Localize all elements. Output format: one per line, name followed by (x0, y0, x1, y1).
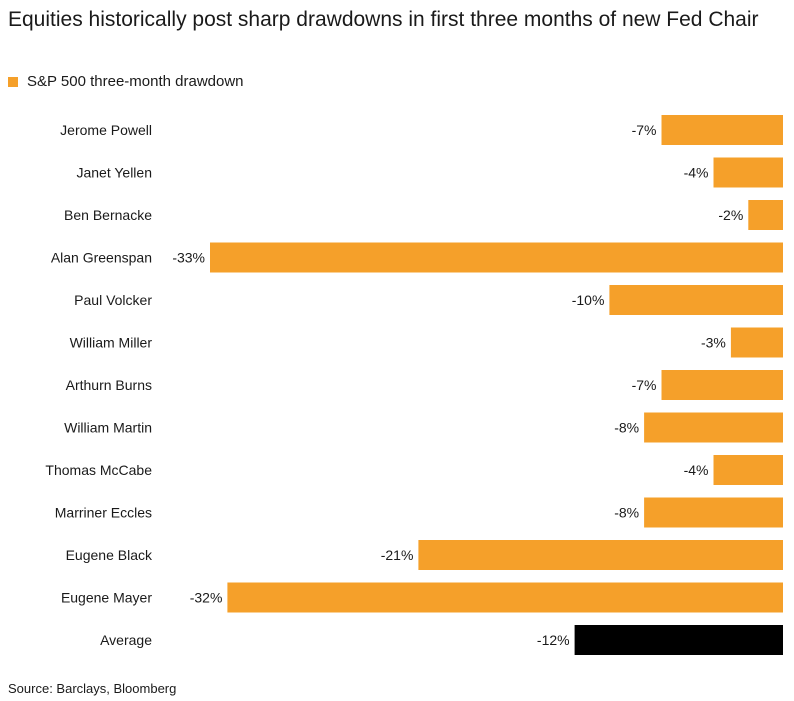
bar-paul-volcker (609, 285, 783, 315)
value-label: -12% (537, 632, 570, 648)
legend-swatch (8, 76, 18, 87)
value-label: -4% (684, 165, 709, 181)
bar-jerome-powell (661, 115, 783, 145)
category-label: Janet Yellen (76, 165, 152, 181)
value-label: -2% (718, 207, 743, 223)
category-label: Thomas McCabe (45, 462, 152, 478)
value-label: -3% (701, 335, 726, 351)
bar-arthurn-burns (661, 370, 783, 400)
category-label: Marriner Eccles (55, 505, 152, 521)
category-label: Alan Greenspan (51, 250, 152, 266)
legend: S&P 500 three-month drawdown (8, 73, 244, 90)
legend-label: S&P 500 three-month drawdown (27, 73, 244, 90)
bar-janet-yellen (713, 157, 783, 188)
category-label: Average (100, 632, 152, 648)
category-label: William Martin (64, 420, 152, 436)
value-label: -33% (172, 250, 205, 266)
value-label: -4% (684, 462, 709, 478)
bar-william-miller (730, 327, 783, 358)
value-label: -32% (190, 590, 223, 606)
category-label: Arthurn Burns (66, 377, 152, 393)
value-label: -7% (632, 377, 657, 393)
bar-thomas-mccabe (713, 455, 783, 485)
value-label: -7% (632, 122, 657, 138)
value-label: -8% (614, 420, 639, 436)
category-label: William Miller (70, 335, 153, 351)
category-label: Jerome Powell (60, 122, 152, 138)
category-label: Eugene Mayer (61, 590, 152, 606)
chart-title: Equities historically post sharp drawdow… (8, 8, 759, 31)
bar-william-martin (644, 412, 783, 443)
value-label: -10% (572, 292, 605, 308)
bar-eugene-black (418, 540, 783, 570)
bar-average (574, 625, 783, 655)
category-label: Paul Volcker (74, 292, 152, 308)
value-label: -21% (381, 547, 414, 563)
bar-marriner-eccles (644, 497, 783, 528)
category-label: Eugene Black (66, 547, 153, 563)
source-note: Source: Barclays, Bloomberg (8, 681, 177, 696)
category-label: Ben Bernacke (64, 207, 152, 223)
bar-alan-greenspan (210, 242, 783, 273)
value-label: -8% (614, 505, 639, 521)
bar-ben-bernacke (748, 200, 783, 230)
bar-eugene-mayer (227, 582, 783, 613)
